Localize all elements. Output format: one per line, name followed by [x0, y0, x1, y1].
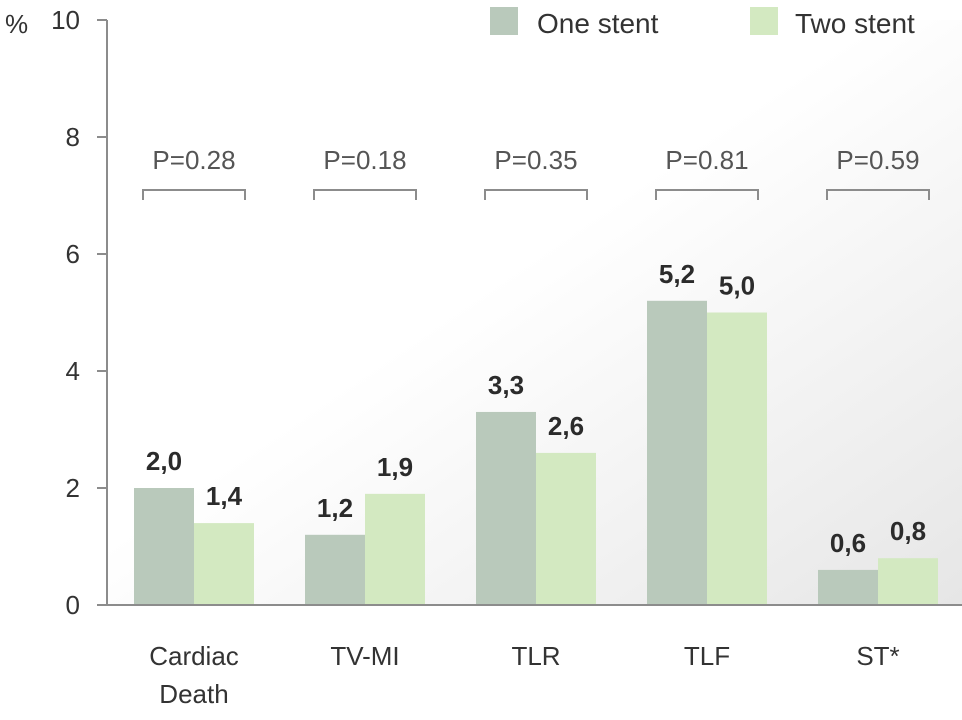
x-category-label: TLF	[684, 641, 730, 671]
p-value-label: P=0.59	[836, 145, 919, 175]
bar-value-label: 1,9	[377, 452, 413, 482]
legend: One stent Two stent	[490, 7, 915, 39]
x-category-label: Death	[159, 679, 228, 709]
bar-value-label: 5,2	[659, 259, 695, 289]
bar-value-label: 1,2	[317, 493, 353, 523]
bar-one-stent	[476, 411, 536, 605]
y-tick-label: 10	[51, 5, 80, 35]
x-category-label: TLR	[511, 641, 560, 671]
p-value-bracket	[142, 189, 246, 200]
bar-one-stent	[305, 534, 365, 605]
y-tick-label: 4	[66, 356, 80, 386]
bar-one-stent	[134, 488, 194, 605]
bar-value-label: 0,8	[890, 516, 926, 546]
bar-two-stent	[878, 558, 938, 605]
bar-value-label: 1,4	[206, 481, 243, 511]
legend-label: Two stent	[795, 8, 915, 39]
bar-one-stent	[818, 569, 878, 605]
p-value-bracket	[313, 189, 417, 200]
p-value-label: P=0.35	[494, 145, 577, 175]
legend-label: One stent	[537, 8, 659, 39]
p-value-label: P=0.18	[323, 145, 406, 175]
bar-value-label: 2,0	[146, 446, 182, 476]
bar-two-stent	[365, 493, 425, 605]
p-value-bracket	[826, 189, 930, 200]
bar-value-label: 3,3	[488, 370, 524, 400]
p-value-bracket	[655, 189, 759, 200]
p-value-label: P=0.81	[665, 145, 748, 175]
bar-two-stent	[194, 523, 254, 605]
y-tick-label: 6	[66, 239, 80, 269]
bar-value-label: 2,6	[548, 411, 584, 441]
bar-two-stent	[707, 312, 767, 605]
legend-swatch	[750, 7, 778, 35]
axes-layer	[97, 19, 962, 606]
bar-two-stent	[536, 452, 596, 605]
bar-one-stent	[647, 300, 707, 605]
bar-value-label: 0,6	[830, 528, 866, 558]
y-tick-label: 2	[66, 473, 80, 503]
bar-value-label: 5,0	[719, 271, 755, 301]
p-value-label: P=0.28	[152, 145, 235, 175]
x-category-label: ST*	[856, 641, 899, 671]
x-category-label: TV-MI	[330, 641, 399, 671]
y-tick-label: 8	[66, 122, 80, 152]
bars-layer	[134, 300, 938, 605]
x-category-label: Cardiac	[149, 641, 239, 671]
y-tick-label: 0	[66, 590, 80, 620]
text-layer: 0 2 4 6 8 10% 2,0 1,4 Cardiac Death P=0.28 1,2 1,9 TV…	[5, 5, 926, 709]
legend-swatch	[490, 7, 518, 35]
p-value-bracket	[484, 189, 588, 200]
y-axis-unit-label: %	[5, 9, 28, 39]
